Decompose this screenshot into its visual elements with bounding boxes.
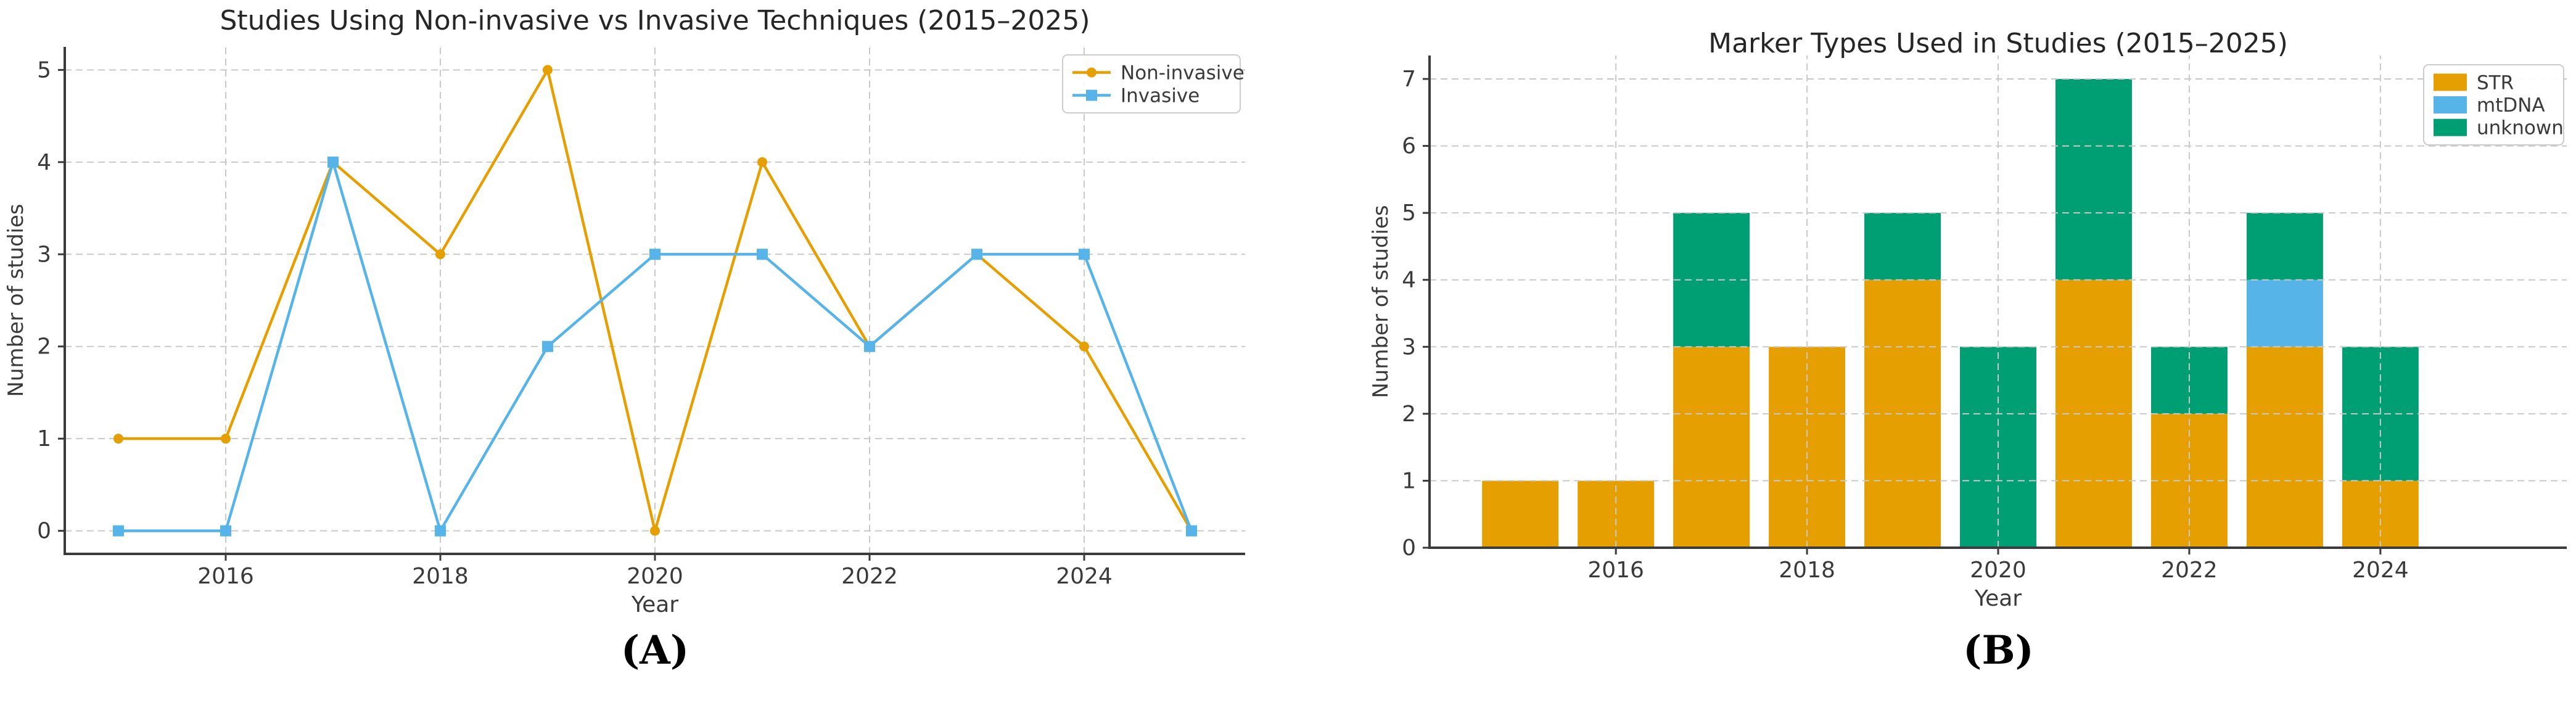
stacked-bar-chart-markers: Marker Types Used in Studies (2015–2025)… (1368, 28, 2567, 611)
bar-segment-str (1673, 347, 1750, 548)
marker-circle-non-invasive (543, 65, 553, 75)
plot-data (113, 65, 1197, 537)
y-tick-label: 4 (37, 150, 51, 175)
x-tick-label: 2018 (1779, 558, 1835, 583)
y-tick-label: 0 (37, 519, 51, 544)
marker-square-invasive (113, 525, 124, 537)
legend-item-invasive: Invasive (1072, 85, 1200, 107)
axes: 2016 2018 2020 2022 2024 0 1 2 3 4 5 Year Number of … (4, 47, 1245, 617)
x-tick-label: 2020 (1970, 558, 2027, 583)
bar-segment-mtdna (2246, 279, 2323, 347)
y-tick-label: 2 (1402, 402, 1416, 427)
marker-circle-non-invasive (113, 434, 123, 444)
x-tick-label: 2016 (1587, 558, 1644, 583)
bar-segment-unknown (1864, 213, 1941, 280)
marker-circle-non-invasive (650, 526, 660, 536)
y-tick-label: 2 (37, 334, 51, 360)
plot-data (1482, 79, 2419, 548)
y-tick-label: 1 (1402, 468, 1416, 493)
panel-b-caption: (B) (1354, 617, 2576, 705)
y-tick-label: 6 (1402, 134, 1416, 159)
x-tick-label: 2024 (2352, 558, 2409, 583)
x-tick-label: 2022 (841, 564, 898, 589)
series-non-invasive (113, 65, 1196, 536)
chart-title: Marker Types Used in Studies (2015–2025) (1708, 28, 2288, 59)
y-tick-label: 4 (1402, 268, 1416, 293)
legend-label: mtDNA (2477, 94, 2545, 117)
x-tick-label: 2016 (197, 564, 254, 589)
marker-square-invasive (542, 340, 553, 352)
marker-square-invasive (864, 340, 875, 352)
marker-circle-non-invasive (757, 157, 767, 167)
legend-item-non-invasive: Non-invasive (1072, 62, 1245, 85)
marker-square-invasive (757, 249, 768, 260)
y-tick-label: 3 (37, 242, 51, 267)
marker-square-invasive (971, 249, 982, 260)
legend-box (1062, 54, 1241, 113)
legend-swatch-icon (2434, 96, 2467, 113)
legend-item-mtdna: mtDNA (2434, 94, 2545, 117)
marker-square-invasive (1186, 525, 1197, 537)
legend-circle-marker-icon (1087, 67, 1097, 78)
marker-square-invasive (220, 525, 231, 537)
chart-title: Studies Using Non-invasive vs Invasive T… (220, 5, 1090, 36)
y-axis-label: Number of studies (1368, 205, 1393, 398)
legend-label: Non-invasive (1121, 62, 1245, 85)
y-tick-label: 5 (37, 57, 51, 83)
marker-square-invasive (1079, 249, 1090, 260)
legend-label: STR (2477, 72, 2514, 94)
bar-segment-unknown (2055, 79, 2132, 280)
panel-b: Marker Types Used in Studies (2015–2025)… (1288, 0, 2576, 705)
panel-a-caption: (A) (11, 617, 1299, 705)
y-tick-label: 3 (1402, 334, 1416, 360)
y-tick-label: 1 (37, 426, 51, 451)
legend-label: unknown (2477, 117, 2564, 139)
marker-square-invasive (327, 156, 339, 168)
caption-label-a: (A) (620, 627, 689, 674)
x-axis-label: Year (1974, 586, 2022, 611)
y-axis-label: Number of studies (4, 204, 28, 397)
x-tick-label: 2022 (2161, 558, 2218, 583)
bar-segment-unknown (2246, 213, 2323, 280)
marker-circle-non-invasive (435, 249, 445, 260)
y-tick-label: 5 (1402, 200, 1416, 226)
panel-a: Studies Using Non-invasive vs Invasive T… (4, 5, 1245, 674)
x-axis-label: Year (631, 592, 678, 617)
marker-circle-non-invasive (221, 434, 231, 444)
legend-square-marker-icon (1086, 89, 1097, 101)
x-tick-label: 2024 (1056, 564, 1113, 589)
line-chart-techniques: Studies Using Non-invasive vs Invasive T… (4, 5, 1245, 617)
legend-item-str: STR (2434, 72, 2514, 94)
bar-segment-str (2246, 347, 2323, 548)
y-tick-label: 0 (1402, 535, 1416, 561)
axes: 2016 2018 2020 2022 2024 0 1 2 3 4 5 6 7 Year Number o… (1368, 56, 2567, 611)
x-tick-label: 2020 (627, 564, 683, 589)
caption-label-b: (B) (1963, 627, 2034, 674)
marker-square-invasive (435, 525, 446, 537)
legend-swatch-icon (2434, 73, 2467, 91)
marker-circle-non-invasive (1079, 341, 1089, 352)
y-tick-label: 7 (1402, 67, 1416, 92)
x-tick-label: 2018 (412, 564, 469, 589)
legend-swatch-icon (2434, 118, 2467, 136)
bar-segment-str (1482, 480, 1559, 548)
marker-square-invasive (649, 249, 660, 260)
series-invasive (113, 156, 1197, 537)
legend-item-unknown: unknown (2434, 117, 2564, 139)
legend-label: Invasive (1121, 85, 1200, 107)
